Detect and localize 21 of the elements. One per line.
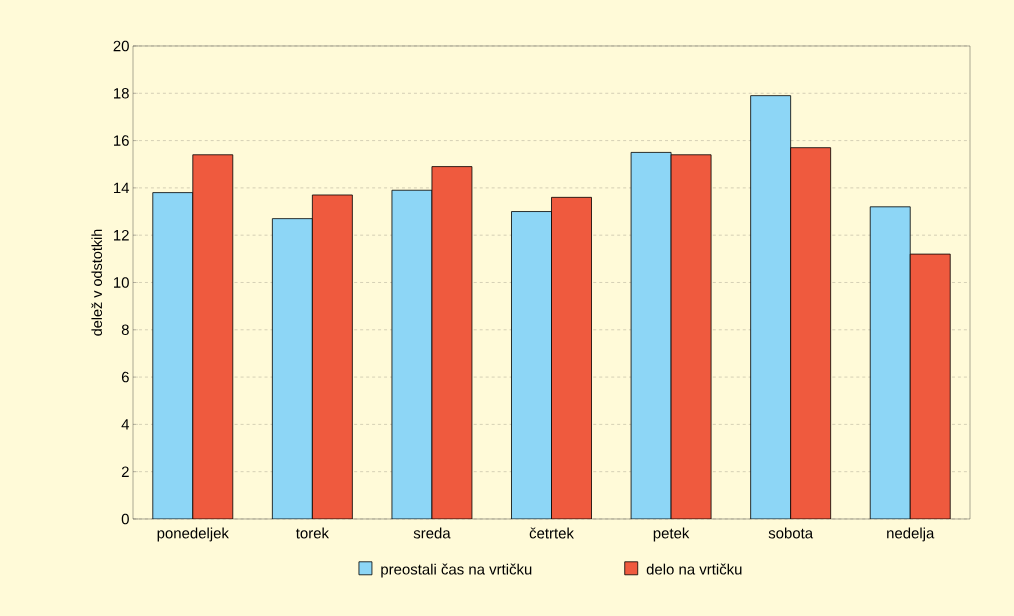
y-tick-label: 16 xyxy=(114,135,129,146)
y-axis-title: delež v odstotkih xyxy=(91,229,103,336)
x-tick-label: torek xyxy=(295,527,329,539)
x-tick-label: četrtek xyxy=(529,527,574,539)
legend-label: preostali čas na vrtičku xyxy=(381,563,532,578)
x-tick-label: nedelja xyxy=(887,527,935,542)
x-tick-label: sreda xyxy=(413,527,451,539)
legend-label: delo na vrtičku xyxy=(646,563,742,575)
x-tick-label: petek xyxy=(653,527,690,542)
y-tick-label: 6 xyxy=(121,371,129,383)
y-tick-label: 10 xyxy=(114,277,129,288)
y-tick-label: 18 xyxy=(114,87,129,99)
y-tick-label: 20 xyxy=(113,40,129,52)
y-tick-label: 0 xyxy=(121,513,129,525)
x-tick-label: ponedeljek xyxy=(157,527,229,542)
y-tick-label: 2 xyxy=(121,466,129,477)
x-tick-label: sobota xyxy=(768,527,814,539)
y-tick-label: 14 xyxy=(114,182,130,194)
y-tick-label: 4 xyxy=(121,419,130,430)
y-tick-label: 8 xyxy=(121,324,129,336)
y-tick-label: 12 xyxy=(114,229,129,241)
